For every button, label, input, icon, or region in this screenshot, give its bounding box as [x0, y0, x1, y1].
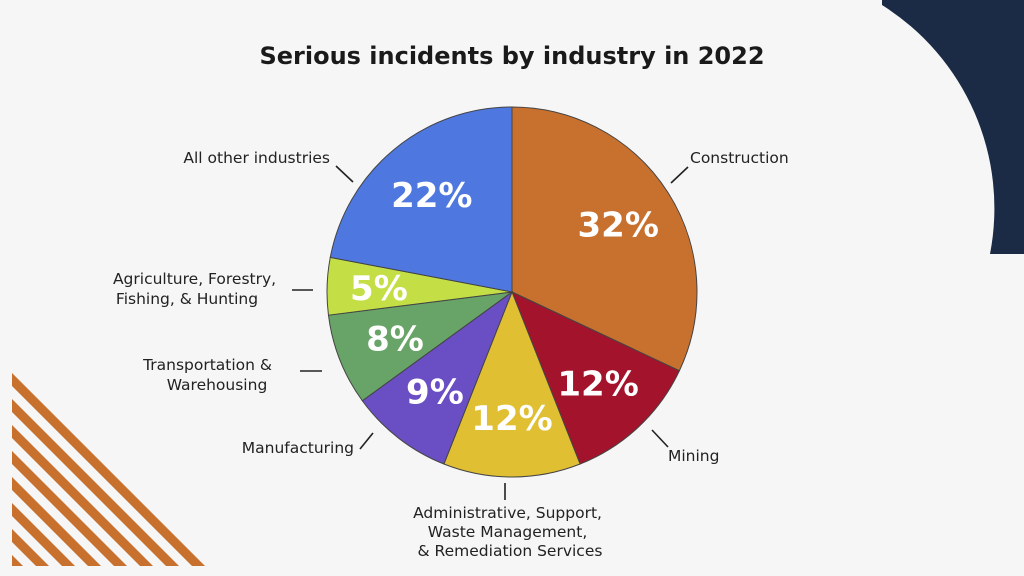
label-mining: Mining [668, 447, 719, 465]
label-transportation: Transportation & Warehousing [142, 356, 277, 394]
pie-chart: 32%12%12%9%8%5%22% [326, 106, 698, 478]
pie-data-label-2: 12% [471, 399, 552, 439]
pie-data-label-5: 5% [350, 269, 408, 309]
label-all-other: All other industries [183, 149, 330, 167]
leader-lines [292, 165, 689, 500]
pie-slice-6 [329, 106, 513, 293]
slice-labels: Construction Mining Administrative, Supp… [113, 149, 789, 560]
leader-line-construction [670, 166, 689, 184]
decorative-arc [882, 0, 1024, 254]
pie-slice-2 [443, 290, 581, 478]
pie-slice-3 [361, 290, 514, 465]
pie-slice-0 [511, 106, 698, 372]
leader-line-mining [651, 429, 669, 448]
pie-data-label-3: 9% [406, 372, 464, 412]
pie-data-label-4: 8% [366, 319, 424, 359]
chart-title: Serious incidents by industry in 2022 [259, 42, 764, 70]
pie-slice-1 [511, 291, 681, 465]
pie-data-label-0: 32% [578, 206, 659, 246]
leader-line-all-other [335, 165, 354, 183]
label-manufacturing: Manufacturing [242, 439, 354, 457]
label-administrative: Administrative, Support, Waste Managemen… [413, 504, 607, 560]
pie-data-label-1: 12% [557, 365, 638, 405]
label-agriculture: Agriculture, Forestry, Fishing, & Huntin… [113, 270, 281, 308]
label-construction: Construction [690, 149, 789, 167]
pie-slice-4 [327, 291, 513, 402]
leader-line-manufacturing [359, 432, 374, 450]
pie-data-label-6: 22% [391, 176, 472, 216]
